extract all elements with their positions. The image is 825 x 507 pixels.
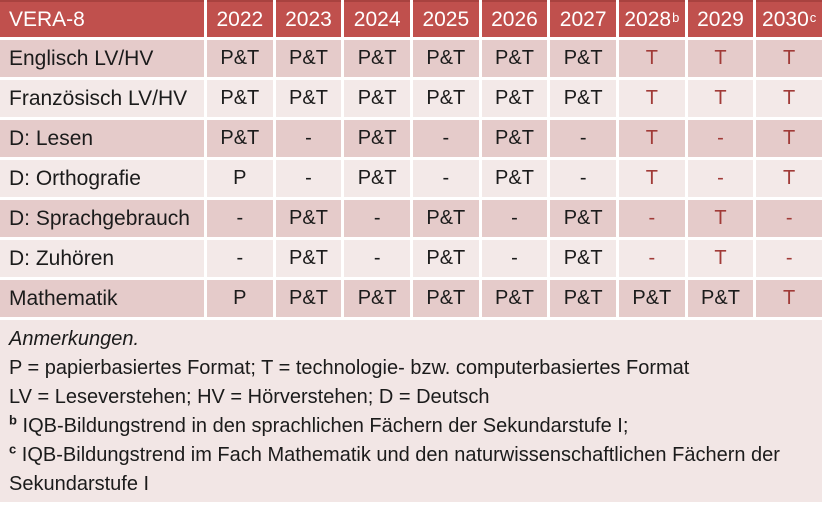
table-cell: - [275,160,342,197]
table-cell: - [207,200,273,237]
note-line: b IQB-Bildungstrend in den sprachlichen … [9,412,629,437]
row-label: Mathematik [0,280,204,317]
table-cell: - [550,120,616,157]
row-label: D: Lesen [0,120,204,157]
row-label: Französisch LV/HV [0,80,204,117]
table-cell: T [687,200,754,237]
table-cell: - [481,240,548,277]
table-cell: P&T [412,200,479,237]
note-line: c IQB-Bildungstrend im Fach Mathematik u… [9,441,780,495]
table-cell: P&T [412,80,479,117]
notes-lines: P = papierbasiertes Format; T = technolo… [9,354,813,499]
table-cell: T [687,80,754,117]
table-cell: P&T [550,80,616,117]
table-cell: P&T [412,40,479,77]
table-cell: P&T [618,280,685,317]
table-cell: - [550,160,616,197]
table-cell: P&T [275,80,342,117]
table-cell: P&T [275,240,342,277]
note-line: LV = Leseverstehen; HV = Hörverstehen; D… [9,386,490,408]
table-cell: - [481,200,548,237]
table-cell: P&T [687,280,754,317]
table-cell: - [618,200,685,237]
table-cell: P&T [481,40,548,77]
table-cell: T [687,40,754,77]
table-cell: P&T [481,280,548,317]
table-cell: T [756,40,822,77]
table-cell: - [687,160,754,197]
table-cell: T [756,160,822,197]
year-header: 2029 [687,0,754,37]
year-header: 2030 c [756,0,822,37]
year-header: 2025 [412,0,479,37]
year-header: 2027 [550,0,616,37]
table-cell: P&T [344,80,410,117]
table-cell: P&T [344,120,410,157]
table-cell: T [618,40,685,77]
table-cell: P&T [344,160,410,197]
table-cell: T [687,240,754,277]
vera8-table: VERA-8 2022 2023 2024 2025 2026 2027 2028 b 2029 2… [0,0,822,317]
table-cell: - [207,240,273,277]
table-cell: P [207,160,273,197]
table-cell: - [756,240,822,277]
table-cell: - [412,160,479,197]
table-cell: P&T [275,280,342,317]
table-cell: - [344,240,410,277]
year-header: 2024 [344,0,410,37]
table-cell: P&T [207,120,273,157]
table-cell: P&T [344,280,410,317]
table-cell: - [275,120,342,157]
table-cell: P&T [481,80,548,117]
notes-title: Anmerkungen. [9,328,140,350]
table-cell: P&T [344,40,410,77]
table-cell: P&T [412,280,479,317]
table-cell: T [756,120,822,157]
table-cell: P&T [481,120,548,157]
year-header: 2023 [275,0,342,37]
table-cell: - [756,200,822,237]
table-cell: T [618,120,685,157]
notes-section: Anmerkungen. P = papierbasiertes Format;… [0,320,822,502]
table-cell: T [618,80,685,117]
table-cell: P&T [207,80,273,117]
year-header: 2022 [207,0,273,37]
table-cell: P&T [275,40,342,77]
row-label: D: Zuhören [0,240,204,277]
table-cell: P&T [550,40,616,77]
note-line: P = papierbasiertes Format; T = technolo… [9,357,690,379]
table-cell: T [756,280,822,317]
row-label: Englisch LV/HV [0,40,204,77]
footnote-marker: b [9,412,17,428]
table-cell: T [756,80,822,117]
table-cell: P&T [481,160,548,197]
table-cell: P&T [412,240,479,277]
table-cell: - [412,120,479,157]
row-label: D: Sprachgebrauch [0,200,204,237]
year-header: 2026 [481,0,548,37]
table-cell: P [207,280,273,317]
table-cell: P&T [207,40,273,77]
table-cell: - [344,200,410,237]
table-cell: P&T [550,200,616,237]
table-cell: - [618,240,685,277]
row-label: D: Orthografie [0,160,204,197]
table-cell: P&T [550,280,616,317]
table-cell: T [618,160,685,197]
table-cell: P&T [275,200,342,237]
table-cell: P&T [550,240,616,277]
table-cell: - [687,120,754,157]
year-header: 2028 b [618,0,685,37]
table-corner-header: VERA-8 [0,0,204,37]
footnote-marker: c [9,441,17,457]
